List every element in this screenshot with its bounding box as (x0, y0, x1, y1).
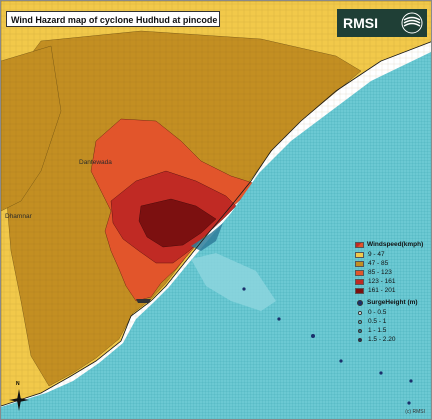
map-credit: (c) RMSI (405, 409, 425, 415)
north-label: N (16, 381, 20, 387)
surge-point (409, 379, 413, 383)
legend-wind-row: 123 - 161 (355, 277, 431, 286)
wind-legend-title: Windspeed(kmph) (355, 241, 431, 248)
legend-surge-row: 1.5 - 2.20 (355, 335, 431, 344)
legend-surge-row: 0.5 - 1 (355, 317, 431, 326)
surge-legend-title: SurgeHeight (m) (355, 299, 431, 306)
place-label: Dantewada (79, 159, 112, 166)
place-label: Dhamnar (5, 213, 32, 220)
swirl-logo-icon (401, 12, 423, 34)
river-mark (136, 299, 151, 303)
logo-text: RMSI (343, 15, 378, 31)
wind-legend-icon (355, 241, 364, 248)
north-arrow-icon (9, 389, 29, 411)
legend-wind-row: 9 - 47 (355, 250, 431, 259)
surge-point (311, 334, 315, 338)
legend-surge-row: 0 - 0.5 (355, 308, 431, 317)
legend-surge-row: 1 - 1.5 (355, 326, 431, 335)
legend-wind-row: 47 - 85 (355, 259, 431, 268)
map-title: Wind Hazard map of cyclone Hudhud at pin… (6, 11, 220, 27)
surge-plume (191, 253, 276, 311)
legend-wind-row: 85 - 123 (355, 268, 431, 277)
surge-point (277, 317, 281, 321)
surge-point (242, 287, 246, 291)
legend-wind-row: 161 - 201 (355, 286, 431, 295)
surge-legend-icon (356, 299, 363, 306)
coastline (1, 41, 431, 407)
rmsi-logo: RMSI (337, 9, 427, 37)
surge-dark-patch (191, 223, 223, 251)
surge-point (379, 371, 383, 375)
surge-point (339, 359, 343, 363)
legend: Windspeed(kmph) 9 - 47 47 - 85 85 - 123 … (355, 241, 431, 344)
land-wind-161-201 (138, 198, 217, 248)
surge-point (407, 401, 411, 405)
